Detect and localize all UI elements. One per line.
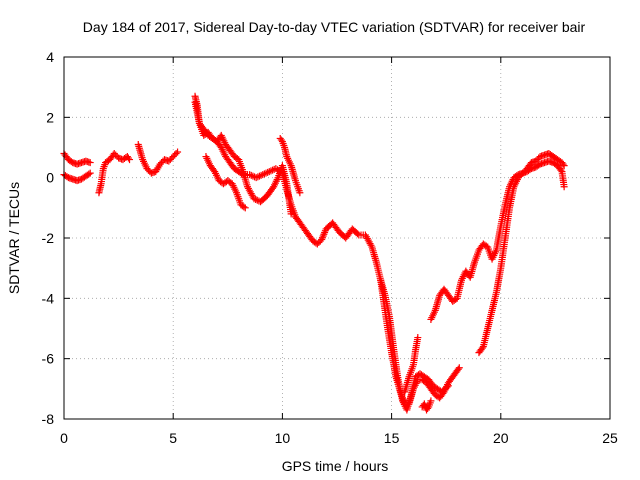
y-tick-label: 4 [46,49,54,65]
series-sdtvar_l [427,150,568,323]
y-tick-label: 0 [46,170,54,186]
series-sdtvar_a [60,150,94,168]
y-tick-label: -4 [42,290,55,306]
data-point-marker [559,160,567,168]
series-sdtvar_c [95,150,134,197]
data-point-marker [455,364,463,372]
data-point-marker [454,365,462,373]
data-point-marker [250,195,258,203]
data-point-marker [478,344,486,352]
series-sdtvar_m [475,157,568,357]
data-point-marker [124,154,132,162]
data-point-marker [254,173,262,181]
data-point-marker [247,171,255,179]
y-tick-label: -2 [42,230,55,246]
y-tick-label: 2 [46,109,54,125]
series-sdtvar_h [276,134,304,197]
data-point-marker [241,204,249,212]
data-point-marker [86,159,94,167]
x-tick-label: 0 [60,430,68,446]
y-tick-label: -8 [42,411,55,427]
series-sdtvar_j [401,334,422,396]
data-point-marker [296,189,304,197]
data-point-marker [259,171,267,179]
data-point-marker [560,183,568,191]
data-point-marker [427,397,435,405]
x-tick-label: 10 [275,430,291,446]
chart-title: Day 184 of 2017, Sidereal Day-to-day VTE… [83,19,586,35]
data-point-marker [367,241,375,249]
data-point-marker [257,171,265,179]
data-point-marker [287,210,295,218]
data-point-marker [265,168,273,176]
y-tick-label: -6 [42,351,55,367]
data-point-marker [249,172,257,180]
data-point-marker [252,174,260,182]
data-point-marker [246,171,254,179]
x-tick-label: 25 [602,430,618,446]
data-point-marker [354,230,362,238]
data-point-marker [86,169,94,177]
data-point-marker [260,170,268,178]
data-point-marker [424,404,432,412]
y-tick-labels: -8 -6 -4 -2 0 2 4 [42,49,55,427]
series-sdtvar_i [377,276,463,408]
data-point-marker [277,136,285,144]
plot-frame [63,56,611,420]
data-point-marker [240,203,248,211]
series-sdtvar_d [134,140,182,177]
data-point-marker [172,150,180,158]
x-tick-label: 5 [169,430,177,446]
x-tick-label: 15 [384,430,400,446]
y-axis-label: SDTVAR / TECUs [6,182,22,294]
grid-lines [64,57,610,419]
data-point-marker [85,170,93,178]
series-sdtvar_f [191,98,295,218]
data-point-marker [262,169,270,177]
data-point-marker [126,156,134,164]
series-sdtvar_b [60,169,94,185]
data-point-marker [414,334,422,342]
series-sdtvar_g [202,153,249,212]
x-axis-label: GPS time / hours [282,458,389,474]
data-point-marker [560,162,568,170]
data-point-marker [252,196,260,204]
data-point-marker [557,166,565,174]
data-point-marker [174,148,182,156]
x-tick-label: 20 [493,430,509,446]
data-points [60,92,568,414]
data-point-marker [267,167,275,175]
x-tick-labels: 0 5 10 15 20 25 [60,430,618,446]
data-point-marker [255,172,263,180]
data-point-marker [264,168,272,176]
series-sdtvar_k [418,397,435,414]
